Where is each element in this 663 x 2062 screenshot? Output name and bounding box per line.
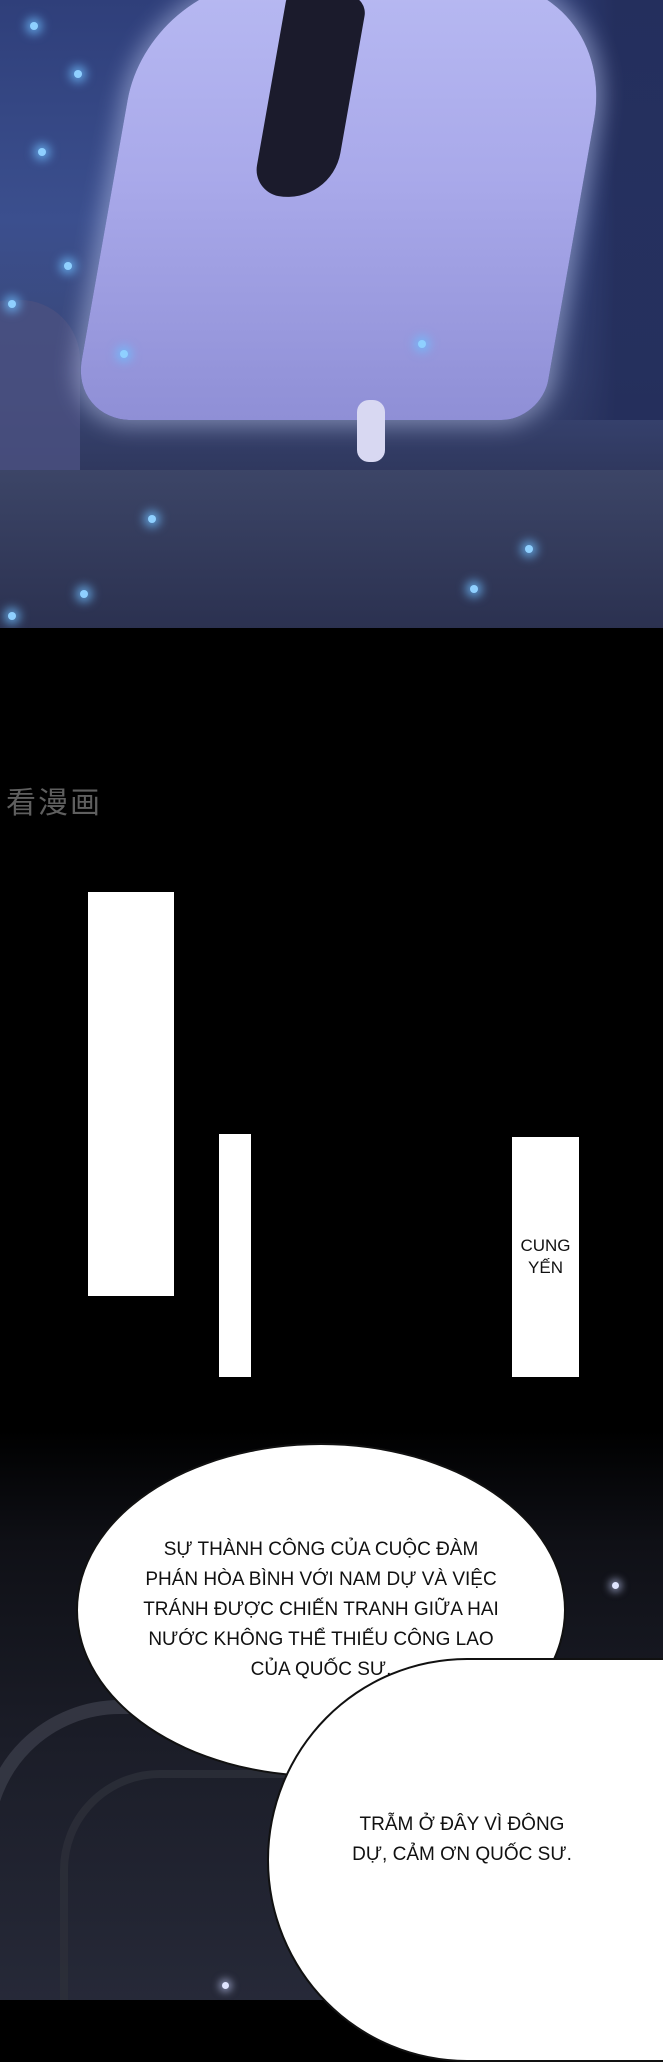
spark	[222, 1982, 229, 1989]
firefly	[74, 70, 82, 78]
speech-text-1: SỰ THÀNH CÔNG CỦA CUỘC ĐÀM PHÁN HÒA BÌNH…	[143, 1539, 499, 1680]
firefly	[38, 148, 46, 156]
firefly	[525, 545, 533, 553]
ground	[0, 470, 663, 628]
speech-text-2: TRẪM Ở ĐÂY VÌ ĐÔNG DỰ, CẢM ƠN QUỐC SƯ.	[352, 1814, 572, 1865]
caption-box-name: CUNG YẾN	[512, 1137, 579, 1377]
firefly	[30, 22, 38, 30]
firefly	[8, 300, 16, 308]
caption-box-blank-2	[219, 1134, 251, 1377]
firefly	[64, 262, 72, 270]
firefly	[148, 515, 156, 523]
caption-name-text: CUNG YẾN	[520, 1236, 571, 1277]
speech-bubble-2: TRẪM Ở ĐÂY VÌ ĐÔNG DỰ, CẢM ƠN QUỐC SƯ.	[267, 1658, 663, 2062]
firefly	[470, 585, 478, 593]
spark	[612, 1582, 619, 1589]
figure-shoe	[357, 400, 385, 462]
top-panel-night-scene	[0, 0, 663, 628]
firefly	[8, 612, 16, 620]
watermark: 看漫画	[6, 786, 102, 821]
firefly	[80, 590, 88, 598]
firefly	[418, 340, 426, 348]
speech-bubble-1: SỰ THÀNH CÔNG CỦA CUỘC ĐÀM PHÁN HÒA BÌNH…	[76, 1443, 566, 1777]
firefly	[120, 350, 128, 358]
caption-box-blank-1	[88, 892, 174, 1296]
